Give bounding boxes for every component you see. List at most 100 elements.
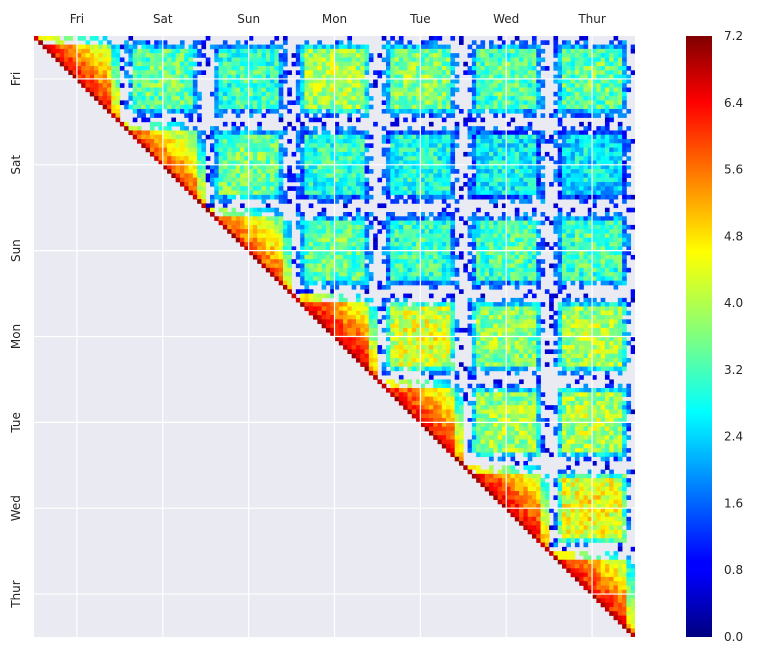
heatmap-cell [617, 139, 623, 144]
heatmap-cell [592, 91, 597, 97]
heatmap-cell [102, 44, 108, 50]
heatmap-cell [141, 53, 146, 58]
heatmap-cell [613, 104, 619, 110]
heatmap-cell [531, 207, 537, 213]
heatmap-cell [231, 61, 237, 67]
heatmap-cell [510, 186, 516, 191]
heatmap-cell [407, 53, 413, 58]
heatmap-cell [235, 164, 241, 170]
heatmap-cell [244, 233, 249, 239]
heatmap-cell [604, 53, 610, 58]
heatmap-cell [300, 220, 305, 226]
heatmap-cell [613, 272, 619, 277]
heatmap-cell [583, 96, 589, 101]
heatmap-cell [381, 284, 387, 290]
heatmap-cell [519, 53, 524, 58]
heatmap-cell [596, 147, 601, 153]
heatmap-cell [420, 130, 425, 136]
heatmap-cell [317, 212, 322, 217]
heatmap-cell [454, 104, 460, 110]
heatmap-cell [231, 156, 237, 161]
heatmap-cell [497, 44, 503, 50]
heatmap-cell [480, 143, 486, 148]
heatmap-cell [330, 289, 335, 294]
heatmap-cell [557, 83, 563, 88]
heatmap-cell [604, 100, 610, 106]
heatmap-cell [506, 237, 511, 243]
heatmap-cell [313, 259, 318, 264]
heatmap-cell [115, 87, 121, 93]
heatmap-cell [338, 139, 344, 144]
heatmap-cell [592, 66, 597, 71]
heatmap-cell [467, 151, 473, 157]
heatmap-cell [270, 254, 275, 260]
heatmap-cell [604, 130, 610, 136]
heatmap-cell [343, 160, 348, 166]
heatmap-cell [446, 147, 451, 153]
heatmap-cell [252, 66, 258, 71]
heatmap-cell [570, 156, 576, 161]
heatmap-cell [407, 61, 413, 67]
heatmap-cell [523, 83, 529, 88]
heatmap-cell [536, 233, 541, 239]
heatmap-cell [446, 104, 451, 110]
heatmap-cell [218, 151, 224, 157]
heatmap-cell [497, 173, 503, 179]
heatmap-cell [252, 237, 258, 243]
heatmap-cell [295, 113, 301, 118]
heatmap-cell [304, 83, 310, 88]
heatmap-cell [205, 203, 211, 209]
heatmap-cell [523, 130, 529, 136]
heatmap-cell [600, 91, 606, 97]
heatmap-cell [596, 272, 601, 277]
heatmap-cell [424, 190, 430, 196]
heatmap-cell [364, 113, 370, 118]
heatmap-cell [390, 96, 395, 101]
heatmap-cell [265, 156, 271, 161]
heatmap-cell [497, 237, 503, 243]
heatmap-cell [295, 134, 301, 140]
heatmap-cell [261, 143, 267, 148]
heatmap-cell [355, 147, 361, 153]
heatmap-cell [592, 259, 597, 264]
heatmap-cell [441, 104, 447, 110]
heatmap-cell [506, 164, 511, 170]
heatmap-cell [149, 87, 155, 93]
heatmap-cell [622, 104, 627, 110]
heatmap-cell [261, 254, 267, 260]
heatmap-cell [609, 61, 614, 67]
heatmap-cell [497, 91, 503, 97]
heatmap-cell [390, 267, 395, 273]
heatmap-cell [235, 229, 241, 234]
heatmap-cell [454, 130, 460, 136]
heatmap-cell [454, 126, 460, 131]
heatmap-cell [604, 78, 610, 84]
heatmap-cell [325, 113, 331, 118]
heatmap-cell [514, 44, 520, 50]
heatmap-cell [270, 267, 275, 273]
heatmap-cell [424, 53, 430, 58]
heatmap-cell [334, 74, 340, 80]
heatmap-cell [68, 53, 73, 58]
heatmap-cell [579, 169, 584, 174]
heatmap-cell [484, 53, 490, 58]
heatmap-cell [437, 70, 443, 75]
heatmap-cell [531, 83, 537, 88]
heatmap-cell [407, 160, 413, 166]
heatmap-cell [338, 216, 344, 221]
heatmap-cell [583, 272, 589, 277]
heatmap-cell [587, 121, 593, 127]
heatmap-cell [467, 190, 473, 196]
heatmap-cell [308, 134, 314, 140]
heatmap-cell [214, 83, 219, 88]
heatmap-cell [398, 36, 404, 41]
heatmap-cell [325, 139, 331, 144]
heatmap-cell [231, 143, 237, 148]
heatmap-cell [300, 272, 305, 277]
heatmap-cell [368, 134, 374, 140]
heatmap-cell [484, 143, 490, 148]
heatmap-cell [304, 143, 310, 148]
heatmap-cell [476, 57, 481, 63]
heatmap-cell [523, 91, 529, 97]
heatmap-cell [531, 267, 537, 273]
